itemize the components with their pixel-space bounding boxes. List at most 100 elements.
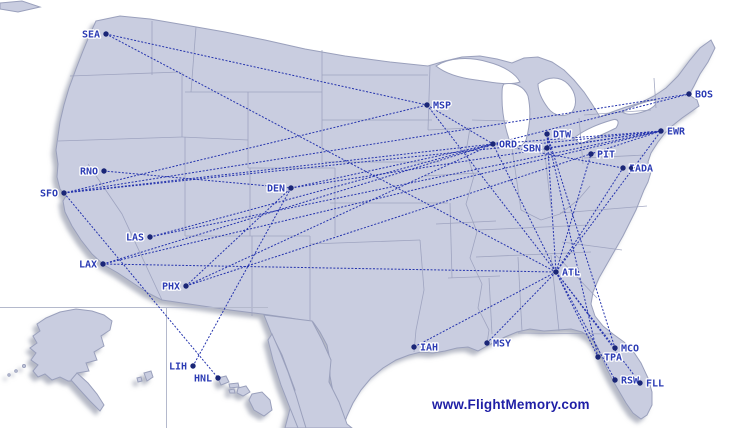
hawaii-islands	[136, 370, 273, 417]
airport-dot-LAS	[147, 234, 153, 240]
route-ATL-RSW	[555, 271, 616, 381]
aleutian-island	[14, 369, 18, 373]
lake-superior	[435, 58, 521, 85]
airport-dot-SFO	[61, 190, 67, 196]
airport-dot-SEA	[103, 31, 109, 37]
airport-dot-MSP	[424, 102, 430, 108]
island-maui	[236, 385, 251, 397]
route-DEN-LIH	[192, 187, 292, 367]
airport-dot-TPA	[595, 354, 601, 360]
island-oahu	[217, 375, 230, 386]
airport-dot-MCO	[612, 345, 618, 351]
airport-dot-DTW	[544, 131, 550, 137]
route-MSP-ATL	[426, 104, 557, 273]
airport-label-DEN: DEN	[267, 184, 285, 195]
airport-dot-PHX	[183, 283, 189, 289]
airport-dot-RSW	[612, 377, 618, 383]
airport-label-LIH: LIH	[169, 362, 187, 373]
airport-label-MSP: MSP	[433, 101, 451, 112]
route-DTW-MCO	[546, 133, 616, 349]
route-SFO-BOS	[63, 93, 690, 194]
mexico	[263, 314, 353, 428]
airport-label-LAX: LAX	[79, 260, 97, 271]
airport-label-SEA: SEA	[82, 30, 100, 41]
airport-label-MSY: MSY	[493, 339, 511, 350]
route-MSP-ORD	[426, 104, 494, 145]
routes-and-airports: SEA RNO SFO LAS LAX PHX DEN MSP ORD SBN DTW PIT IADA…	[39, 28, 715, 391]
airport-label-IAH: IAH	[420, 343, 438, 354]
airport-label-DTW: DTW	[553, 130, 572, 141]
island-hawaii	[248, 391, 273, 417]
airport-dot-RNO	[101, 168, 107, 174]
airport-label-IAD: IADA	[629, 164, 653, 175]
route-PHX-EWR	[185, 130, 662, 287]
aleutian-island	[7, 373, 11, 377]
airport-dot-ATL	[553, 269, 559, 275]
route-DEN-EWR	[290, 130, 662, 189]
airport-dot-FLL	[637, 380, 643, 386]
route-ATL-EWR	[555, 130, 662, 273]
airport-label-RSW: RSW	[621, 376, 640, 387]
lake-huron	[537, 77, 576, 116]
airport-label-PIT: PIT	[597, 150, 615, 161]
airport-dot-MSY	[484, 340, 490, 346]
island-kauai	[143, 370, 154, 382]
airport-dot-SBN	[544, 145, 550, 151]
state-borders	[57, 21, 657, 353]
airport-dot-DEN	[288, 185, 294, 191]
airport-dot-LIH	[190, 363, 196, 369]
airport-dot-EWR	[658, 128, 664, 134]
route-SFO-EWR	[63, 130, 662, 194]
route-ORD-EWR	[492, 130, 662, 145]
great-lakes	[435, 58, 657, 148]
airport-label-LAS: LAS	[126, 233, 144, 244]
airport-label-MCO: MCO	[621, 344, 639, 355]
airport-label-ATL: ATL	[562, 268, 580, 279]
route-ORD-IAD	[492, 143, 624, 169]
airport-label-BOS: BOS	[695, 90, 713, 101]
island-molokai	[228, 382, 240, 389]
airport-label-RNO: RNO	[80, 167, 98, 178]
aleutian-island	[22, 364, 26, 368]
airport-label-PHX: PHX	[162, 282, 180, 293]
airport-label-FLL: FLL	[646, 379, 664, 390]
lake-erie	[573, 119, 619, 145]
route-ORD-BOS	[492, 93, 690, 145]
route-SEA-MSP	[105, 33, 428, 106]
route-ORD-ATL	[492, 143, 557, 273]
route-ATL-IAD	[555, 167, 624, 273]
route-ATL-PIT	[555, 153, 592, 273]
airport-label-TPA: TPA	[604, 353, 622, 364]
airport-label-ORD: ORD	[499, 140, 517, 151]
alaska-panhandle	[70, 372, 105, 412]
airport-dot-IAD	[620, 165, 626, 171]
route-ATL-TPA	[555, 271, 599, 358]
route-SFO-HNL	[63, 192, 219, 379]
airport-dot-BOS	[686, 91, 692, 97]
route-ATL-FLL	[555, 271, 641, 384]
route-SBN-EWR	[546, 130, 662, 149]
airport-dot-DCA	[628, 165, 634, 171]
route-PHX-ORD	[185, 143, 494, 287]
route-PHX-DEN	[185, 187, 292, 287]
airport-dot-IAH	[411, 344, 417, 350]
website-link[interactable]: www.FlightMemory.com	[432, 397, 590, 412]
island-niihau	[136, 376, 143, 383]
vancouver-island	[0, 0, 42, 13]
route-LAX-ORD	[102, 143, 494, 265]
baja-california	[267, 332, 307, 428]
alaska-inset	[7, 308, 113, 412]
route-DTW-ATL	[546, 133, 557, 273]
airport-label-EWR: EWR	[667, 127, 686, 138]
route-ATL-IAH	[413, 271, 557, 348]
route-LAS-ORD	[149, 143, 494, 238]
route-SFO-MSP	[63, 104, 428, 194]
airport-dot-PIT	[588, 151, 594, 157]
airport-label-SBN: SBN	[523, 144, 541, 155]
airport-dot-ORD	[490, 141, 496, 147]
airport-dot-LAX	[100, 261, 106, 267]
lake-michigan	[501, 83, 531, 148]
airport-label-HNL: HNL	[194, 374, 212, 385]
